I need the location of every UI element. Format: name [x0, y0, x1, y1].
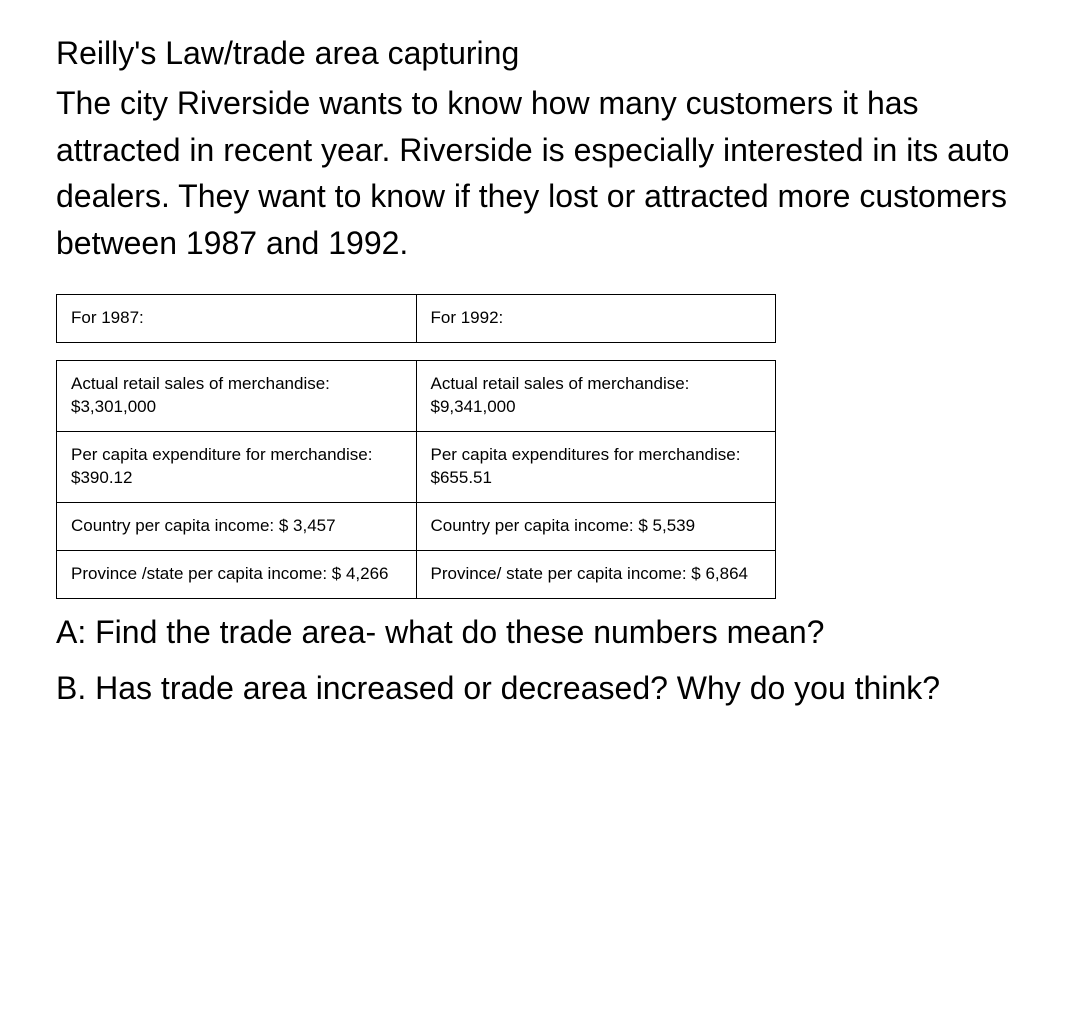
table-gap-row — [57, 342, 776, 360]
cell-1987-country-income: Country per capita income: $ 3,457 — [57, 502, 417, 550]
table-row: Province /state per capita income: $ 4,2… — [57, 550, 776, 598]
cell-1992-retail-sales: Actual retail sales of merchandise: $9,3… — [416, 360, 776, 431]
table-row: Actual retail sales of merchandise: $3,3… — [57, 360, 776, 431]
question-a: A: Find the trade area- what do these nu… — [56, 609, 1024, 655]
table-row: Per capita expenditure for merchandise: … — [57, 431, 776, 502]
intro-paragraph: The city Riverside wants to know how man… — [56, 80, 1024, 266]
header-1987: For 1987: — [57, 294, 417, 342]
page-title: Reilly's Law/trade area capturing — [56, 30, 1024, 76]
data-comparison-table: For 1987: For 1992: Actual retail sales … — [56, 294, 776, 599]
table-header-row: For 1987: For 1992: — [57, 294, 776, 342]
cell-1987-retail-sales: Actual retail sales of merchandise: $3,3… — [57, 360, 417, 431]
question-b: B. Has trade area increased or decreased… — [56, 665, 1024, 711]
table-row: Country per capita income: $ 3,457 Count… — [57, 502, 776, 550]
cell-1992-country-income: Country per capita income: $ 5,539 — [416, 502, 776, 550]
cell-1992-province-income: Province/ state per capita income: $ 6,8… — [416, 550, 776, 598]
header-1992: For 1992: — [416, 294, 776, 342]
cell-1987-per-capita-expenditure: Per capita expenditure for merchandise: … — [57, 431, 417, 502]
cell-1987-province-income: Province /state per capita income: $ 4,2… — [57, 550, 417, 598]
cell-1992-per-capita-expenditure: Per capita expenditures for merchandise:… — [416, 431, 776, 502]
